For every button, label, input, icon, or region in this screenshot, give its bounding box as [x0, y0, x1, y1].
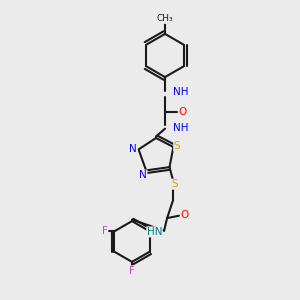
Text: N: N — [139, 170, 147, 180]
Text: O: O — [178, 106, 187, 117]
Text: F: F — [102, 226, 108, 236]
Text: CH₃: CH₃ — [157, 14, 173, 23]
Text: NH: NH — [172, 87, 188, 97]
Text: O: O — [180, 210, 189, 220]
Text: F: F — [129, 266, 135, 276]
Text: N: N — [129, 144, 137, 154]
Text: S: S — [171, 179, 178, 189]
Text: S: S — [174, 141, 180, 151]
Text: NH: NH — [172, 122, 188, 133]
Text: HN: HN — [147, 227, 162, 237]
